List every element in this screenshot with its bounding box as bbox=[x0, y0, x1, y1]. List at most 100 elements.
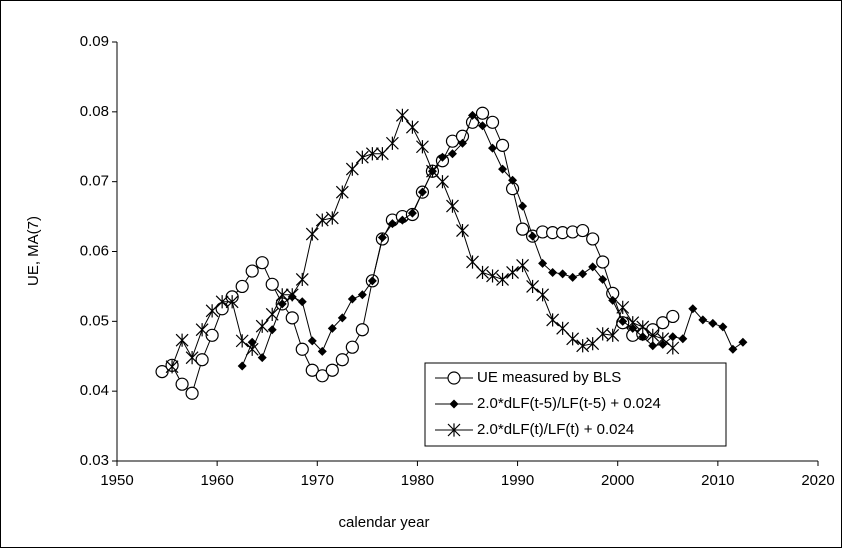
marker-star bbox=[245, 342, 259, 356]
x-tick-label: 2010 bbox=[701, 472, 734, 489]
marker-star bbox=[215, 295, 229, 309]
x-tick-label: 1960 bbox=[200, 472, 233, 489]
marker-circle bbox=[656, 316, 670, 330]
y-tick-label: 0.06 bbox=[80, 242, 109, 259]
marker-circle bbox=[245, 264, 259, 278]
y-tick-label: 0.09 bbox=[80, 33, 109, 50]
marker-circle bbox=[195, 353, 209, 367]
marker-diamond bbox=[417, 187, 427, 197]
x-tick-label: 1980 bbox=[401, 472, 434, 489]
marker-circle bbox=[325, 363, 339, 377]
y-tick-label: 0.03 bbox=[80, 452, 109, 469]
marker-diamond bbox=[598, 274, 608, 284]
x-tick-label: 1950 bbox=[100, 472, 133, 489]
marker-circle bbox=[205, 328, 219, 342]
marker-star bbox=[235, 334, 249, 348]
marker-diamond bbox=[327, 323, 337, 333]
y-axis-label: UE, MA(7) bbox=[25, 216, 42, 286]
marker-star bbox=[656, 332, 670, 346]
marker-circle bbox=[485, 115, 500, 129]
marker-star bbox=[185, 351, 199, 365]
marker-diamond bbox=[307, 336, 317, 346]
marker-diamond bbox=[277, 299, 287, 309]
marker-circle bbox=[265, 277, 279, 291]
marker-star bbox=[486, 269, 499, 283]
marker-diamond bbox=[347, 294, 357, 304]
marker-circle bbox=[235, 279, 249, 294]
marker-star bbox=[365, 147, 379, 161]
marker-circle bbox=[475, 106, 490, 120]
marker-star bbox=[506, 265, 519, 280]
marker-star bbox=[275, 288, 289, 302]
marker-diamond bbox=[538, 258, 548, 268]
marker-star bbox=[626, 316, 640, 330]
marker-diamond bbox=[447, 149, 457, 159]
marker-circle bbox=[295, 342, 309, 356]
marker-diamond bbox=[387, 219, 397, 229]
marker-circle bbox=[175, 377, 189, 391]
marker-star bbox=[255, 319, 269, 333]
marker-diamond bbox=[698, 315, 708, 325]
marker-diamond bbox=[588, 262, 598, 272]
marker-star bbox=[526, 279, 540, 294]
marker-circle bbox=[315, 369, 329, 383]
marker-diamond bbox=[488, 143, 498, 153]
marker-star bbox=[536, 288, 550, 302]
marker-circle bbox=[576, 223, 590, 238]
marker-diamond bbox=[257, 353, 267, 363]
marker-star bbox=[165, 360, 179, 374]
marker-star bbox=[285, 288, 299, 302]
marker-circle bbox=[666, 309, 680, 324]
y-tick-label: 0.08 bbox=[80, 103, 109, 120]
marker-diamond bbox=[449, 399, 459, 409]
y-tick-label: 0.05 bbox=[80, 312, 109, 329]
marker-diamond bbox=[568, 272, 578, 282]
marker-star bbox=[466, 255, 479, 269]
marker-circle bbox=[185, 386, 199, 400]
marker-star bbox=[405, 120, 419, 134]
marker-diamond bbox=[728, 344, 738, 354]
marker-star bbox=[476, 265, 489, 280]
legend-label: 2.0*dLF(t-5)/LF(t-5) + 0.024 bbox=[477, 395, 661, 412]
marker-star bbox=[456, 223, 469, 238]
marker-star bbox=[325, 211, 339, 225]
marker-diamond bbox=[457, 138, 467, 148]
marker-circle bbox=[155, 365, 169, 379]
marker-diamond bbox=[648, 341, 658, 351]
marker-star bbox=[546, 313, 560, 327]
marker-circle bbox=[345, 340, 359, 354]
marker-star bbox=[447, 423, 461, 437]
marker-star bbox=[566, 332, 580, 346]
marker-star bbox=[225, 295, 239, 309]
x-tick-label: 1990 bbox=[501, 472, 534, 489]
marker-star bbox=[315, 213, 329, 227]
marker-star bbox=[345, 162, 359, 176]
marker-circle bbox=[255, 256, 269, 270]
marker-diamond bbox=[267, 325, 277, 335]
marker-diamond bbox=[407, 208, 417, 218]
marker-diamond bbox=[528, 231, 538, 241]
marker-star bbox=[556, 321, 570, 335]
marker-circle bbox=[515, 222, 530, 236]
marker-star bbox=[516, 258, 530, 273]
marker-star bbox=[636, 320, 650, 334]
marker-circle bbox=[305, 363, 319, 377]
marker-circle bbox=[596, 255, 610, 269]
legend-label: 2.0*dLF(t)/LF(t) + 0.024 bbox=[477, 421, 634, 438]
marker-star bbox=[355, 150, 369, 164]
marker-star bbox=[446, 199, 459, 213]
marker-diamond bbox=[708, 318, 718, 328]
x-tick-label: 2020 bbox=[801, 472, 834, 489]
marker-diamond bbox=[548, 267, 558, 277]
legend-label: UE measured by BLS bbox=[477, 369, 621, 386]
marker-diamond bbox=[668, 332, 678, 342]
marker-diamond bbox=[468, 110, 478, 120]
marker-star bbox=[646, 328, 660, 342]
marker-circle bbox=[447, 371, 461, 385]
marker-diamond bbox=[247, 337, 257, 347]
x-axis-label: calendar year bbox=[339, 514, 430, 531]
y-tick-label: 0.04 bbox=[80, 382, 109, 399]
marker-star bbox=[666, 341, 680, 355]
marker-star bbox=[416, 140, 429, 154]
